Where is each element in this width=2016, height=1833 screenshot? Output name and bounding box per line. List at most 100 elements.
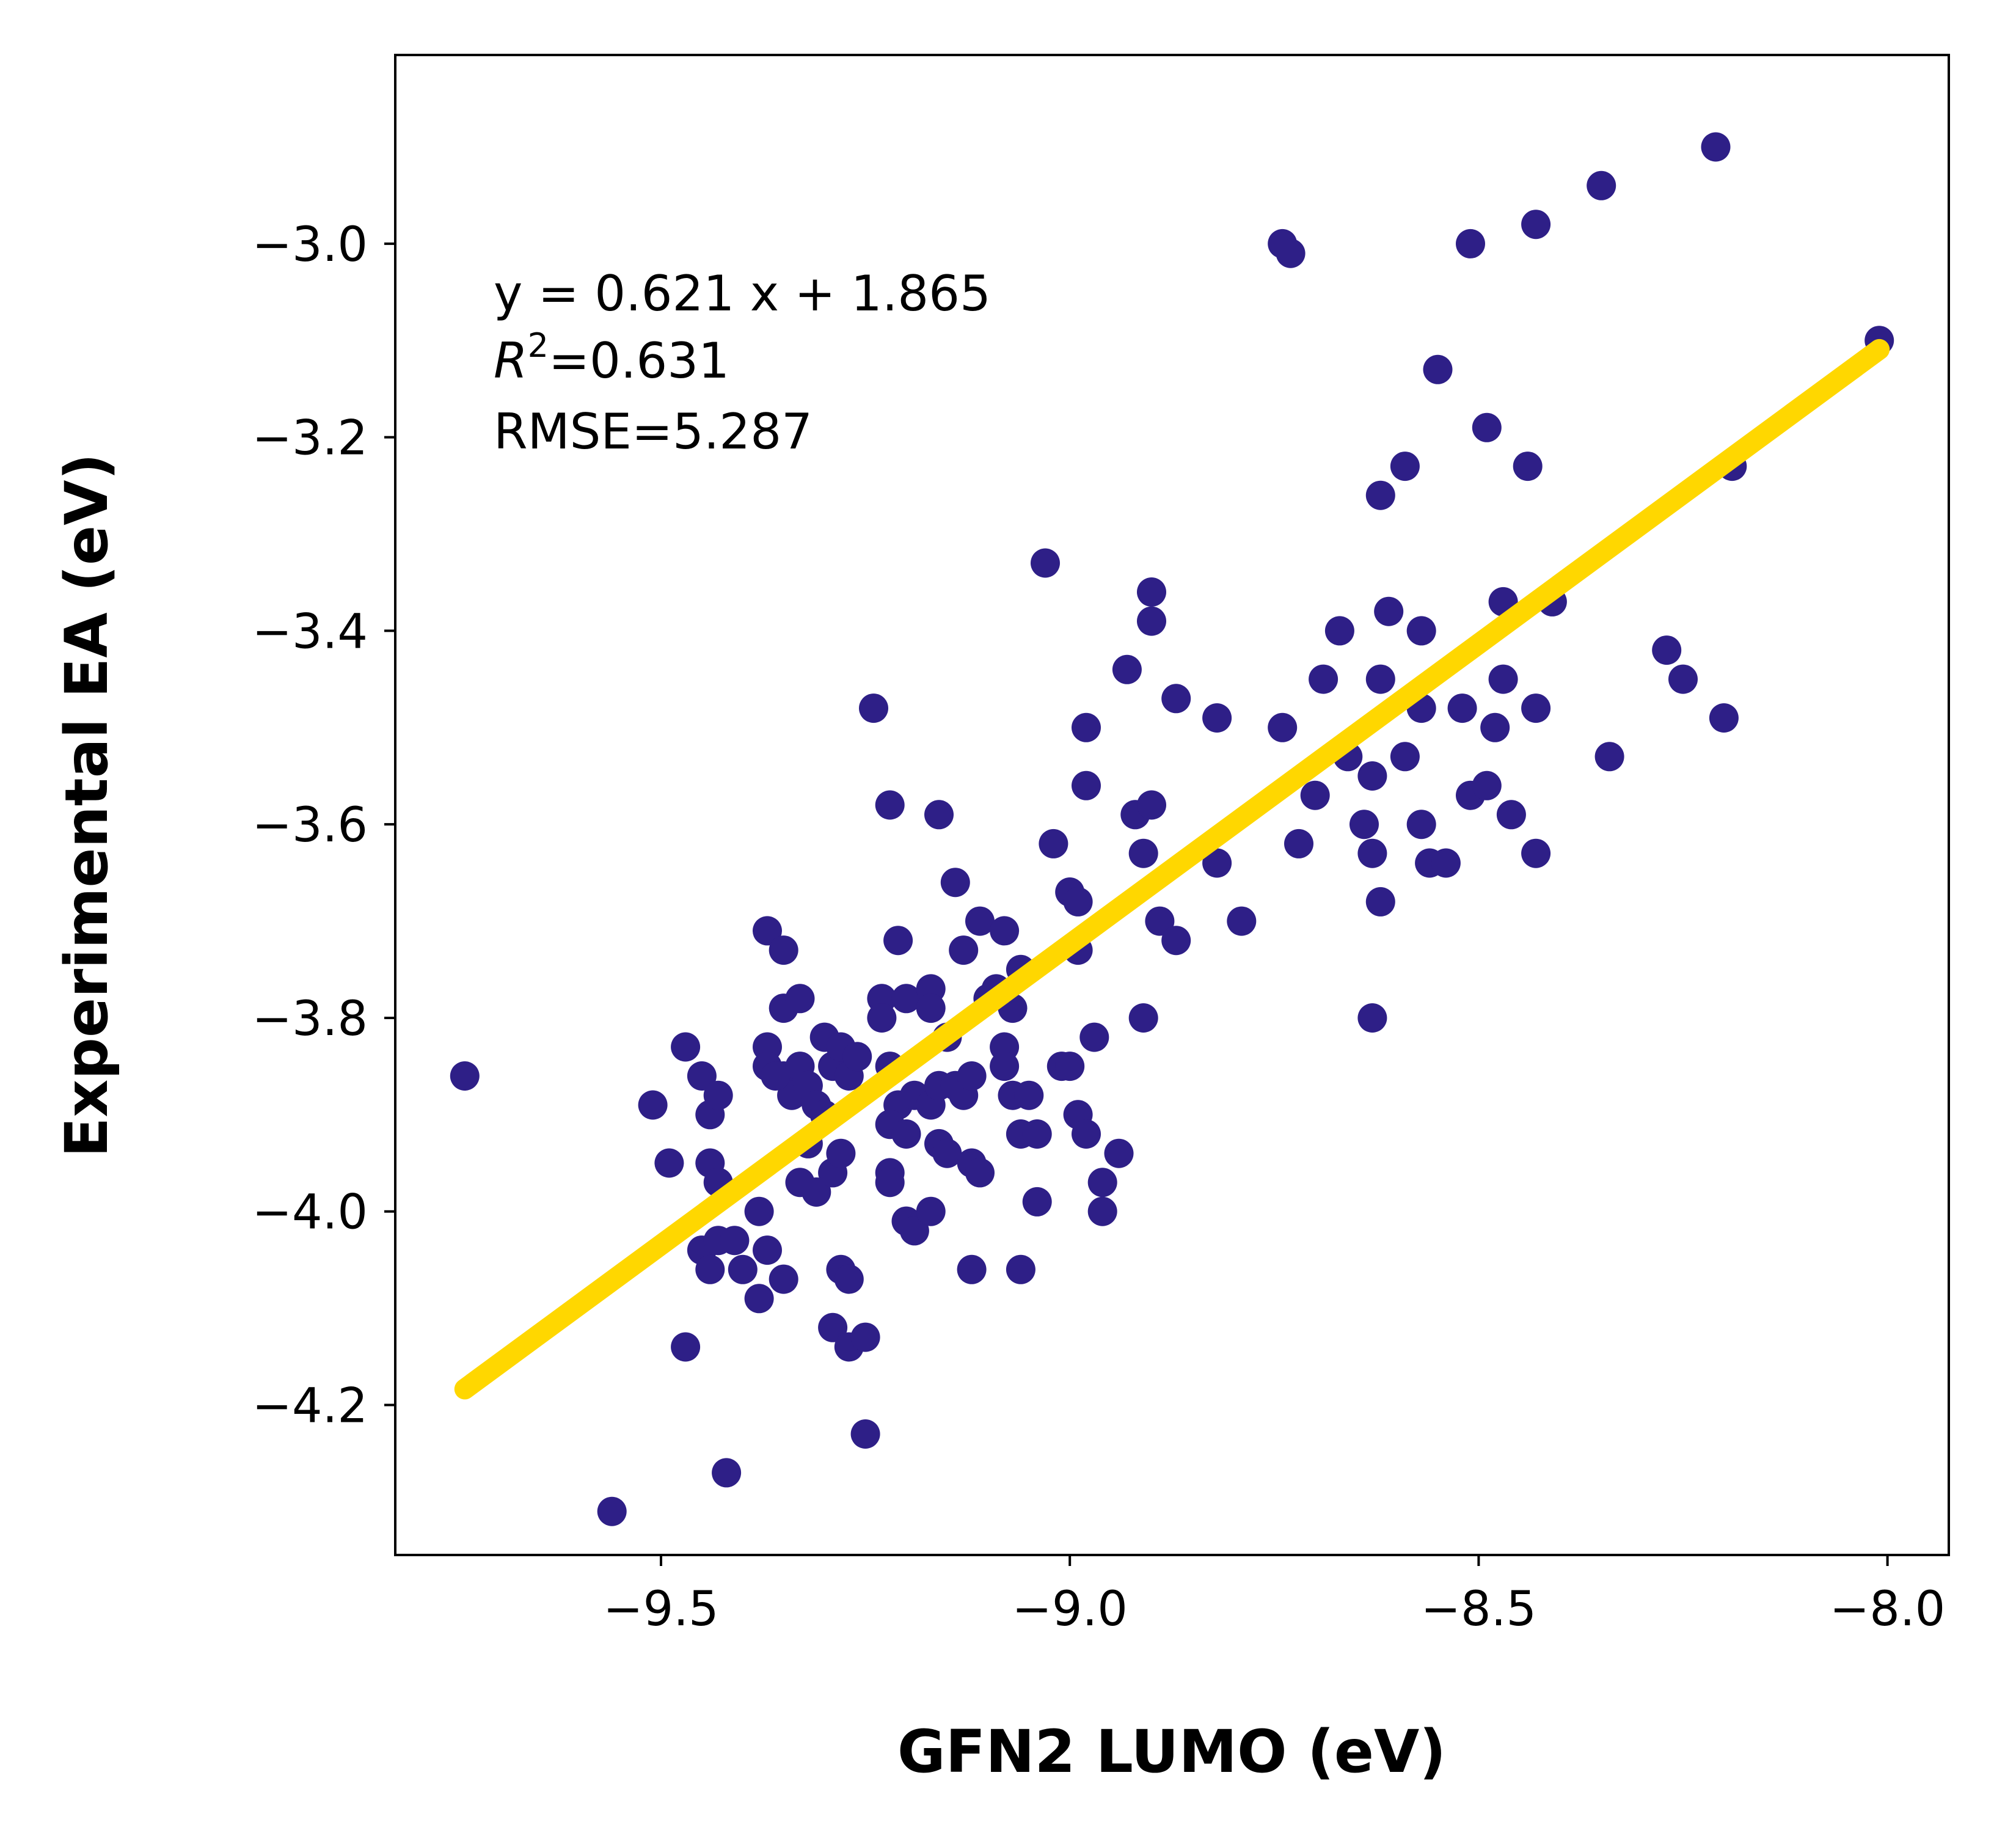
data-point <box>1652 635 1682 665</box>
data-point <box>883 926 913 956</box>
data-point <box>875 790 905 820</box>
data-point <box>1357 761 1387 791</box>
data-point <box>1472 770 1502 800</box>
y-tick-label: −3.2 <box>252 411 368 466</box>
data-point <box>1709 703 1739 733</box>
data-point <box>899 1216 929 1246</box>
x-tick-label: −9.5 <box>603 1582 718 1637</box>
y-axis-ticks: −4.2 −4.0 −3.8 −3.6 −3.4 −3.2 −3.0 <box>252 218 395 1434</box>
data-point <box>1137 577 1166 607</box>
data-point <box>450 1061 480 1091</box>
data-point <box>744 1284 774 1314</box>
data-point <box>949 935 979 965</box>
r-squared-superscript: 2 <box>528 326 549 365</box>
data-point <box>638 1090 668 1120</box>
data-point <box>867 1003 897 1033</box>
data-point <box>1112 654 1142 684</box>
data-point <box>990 916 1020 946</box>
data-point <box>957 1061 987 1091</box>
data-point <box>1276 238 1306 268</box>
data-point <box>671 1332 701 1362</box>
data-point <box>1087 1196 1117 1226</box>
data-point <box>1055 1052 1085 1081</box>
data-point <box>1284 829 1313 858</box>
data-point <box>818 1312 848 1342</box>
data-point <box>1014 1080 1044 1110</box>
fit-equation: y = 0.621 x + 1.865 <box>494 265 991 322</box>
data-point <box>744 1196 774 1226</box>
data-point <box>859 693 888 723</box>
data-point <box>1039 829 1068 858</box>
y-tick-label: −3.0 <box>252 218 368 273</box>
fit-line <box>454 338 1890 1400</box>
y-tick-label: −4.2 <box>252 1379 368 1434</box>
data-point <box>1390 452 1420 481</box>
data-point <box>1488 664 1518 694</box>
data-point <box>1128 838 1158 868</box>
y-tick-label: −4.0 <box>252 1185 368 1240</box>
data-point <box>1072 712 1101 742</box>
data-point <box>1137 790 1166 820</box>
data-point <box>850 1419 880 1449</box>
data-point <box>1423 354 1453 384</box>
data-point <box>753 916 782 946</box>
data-point <box>826 1138 856 1168</box>
data-point <box>1022 1187 1052 1217</box>
data-point <box>1701 132 1731 162</box>
data-point <box>802 1177 831 1207</box>
data-point <box>1480 712 1510 742</box>
data-point <box>1022 1119 1052 1149</box>
data-point <box>1594 742 1624 772</box>
data-point <box>965 906 995 936</box>
y-axis-label: Experimental EA (eV) <box>53 453 121 1158</box>
data-point <box>1145 906 1175 936</box>
data-point <box>1406 616 1436 646</box>
data-point <box>891 1119 921 1149</box>
data-point <box>1365 887 1395 916</box>
data-point <box>703 1080 733 1110</box>
data-point <box>1137 606 1166 636</box>
data-point <box>1472 412 1502 442</box>
data-point <box>834 1264 864 1294</box>
data-point <box>769 1264 798 1294</box>
data-point <box>712 1458 742 1488</box>
data-point <box>1072 770 1101 800</box>
x-tick-label: −8.0 <box>1830 1582 1945 1637</box>
data-point <box>785 984 815 1014</box>
data-point <box>1406 810 1436 840</box>
data-point <box>924 800 954 830</box>
plot-frame <box>394 54 1950 1556</box>
x-tick-label: −9.0 <box>1012 1582 1127 1637</box>
data-point <box>1587 170 1616 200</box>
y-tick-label: −3.4 <box>252 604 368 659</box>
data-point <box>1324 616 1354 646</box>
data-point <box>1456 229 1485 258</box>
data-point <box>687 1061 717 1091</box>
data-point <box>1521 693 1551 723</box>
data-point <box>654 1148 684 1178</box>
rmse-value: RMSE=5.287 <box>494 403 813 460</box>
data-point <box>1357 1003 1387 1033</box>
data-point <box>597 1496 627 1526</box>
data-point <box>965 1158 995 1188</box>
data-point <box>1496 800 1526 830</box>
data-point <box>1202 848 1232 878</box>
data-point <box>1072 1119 1101 1149</box>
data-point <box>990 1052 1020 1081</box>
data-point <box>932 1138 962 1168</box>
data-point <box>1309 664 1339 694</box>
data-point <box>850 1322 880 1352</box>
fit-line-layer <box>454 338 1890 1400</box>
data-point <box>1357 838 1387 868</box>
data-point <box>940 868 970 898</box>
data-point <box>1349 810 1379 840</box>
r-squared-symbol: R <box>494 332 528 389</box>
data-point <box>1447 693 1477 723</box>
data-point <box>1006 1254 1035 1284</box>
data-point <box>1087 1168 1117 1198</box>
data-point <box>720 1226 750 1256</box>
data-point <box>1374 596 1404 626</box>
data-point <box>1365 480 1395 510</box>
data-point <box>1521 210 1551 240</box>
data-point <box>916 993 946 1023</box>
